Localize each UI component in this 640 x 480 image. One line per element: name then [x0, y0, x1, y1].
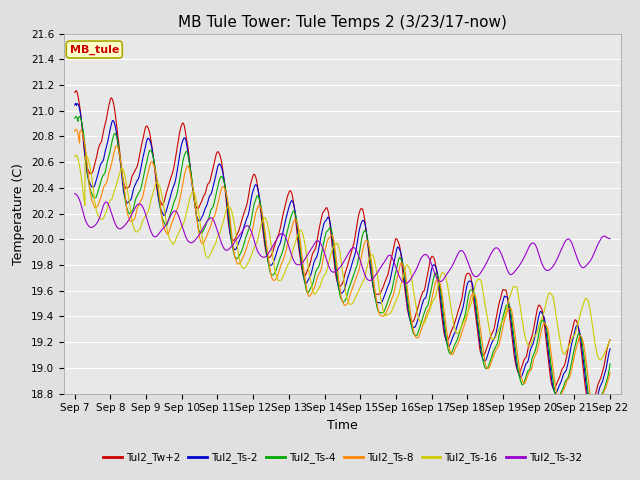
Tul2_Ts-32	[493, 245, 500, 251]
Tul2_Ts-4	[591, 410, 598, 416]
Title: MB Tule Tower: Tule Temps 2 (3/23/17-now): MB Tule Tower: Tule Temps 2 (3/23/17-now…	[178, 15, 507, 30]
Line: Tul2_Tw+2: Tul2_Tw+2	[75, 91, 610, 405]
Tul2_Ts-8	[606, 370, 614, 375]
X-axis label: Time: Time	[327, 419, 358, 432]
Tul2_Ts-2	[588, 405, 595, 410]
Tul2_Ts-4	[493, 343, 500, 348]
Tul2_Ts-8	[332, 249, 339, 254]
Tul2_Ts-4	[589, 411, 597, 417]
Tul2_Ts-32	[402, 280, 410, 286]
Tul2_Ts-2	[71, 102, 79, 108]
Line: Tul2_Ts-2: Tul2_Ts-2	[75, 104, 610, 408]
Tul2_Ts-16	[591, 339, 598, 345]
Tul2_Ts-4	[332, 258, 339, 264]
Tul2_Ts-16	[493, 332, 500, 337]
Tul2_Tw+2	[493, 313, 500, 319]
Tul2_Ts-16	[606, 337, 614, 343]
Tul2_Ts-4	[99, 174, 106, 180]
Tul2_Tw+2	[71, 90, 79, 96]
Tul2_Ts-32	[606, 236, 614, 241]
Line: Tul2_Ts-8: Tul2_Ts-8	[75, 129, 610, 413]
Tul2_Ts-4	[591, 410, 599, 416]
Tul2_Ts-4	[317, 253, 325, 259]
Tul2_Ts-2	[332, 263, 339, 268]
Tul2_Ts-2	[606, 346, 614, 352]
Tul2_Ts-16	[71, 154, 79, 159]
Tul2_Ts-2	[591, 399, 599, 405]
Tul2_Ts-32	[331, 269, 339, 275]
Line: Tul2_Ts-32: Tul2_Ts-32	[75, 193, 610, 283]
Tul2_Tw+2	[332, 269, 339, 275]
Tul2_Ts-2	[493, 328, 500, 334]
Legend: Tul2_Tw+2, Tul2_Ts-2, Tul2_Ts-4, Tul2_Ts-8, Tul2_Ts-16, Tul2_Ts-32: Tul2_Tw+2, Tul2_Ts-2, Tul2_Ts-4, Tul2_Ts…	[99, 448, 586, 468]
Text: MB_tule: MB_tule	[70, 44, 119, 55]
Line: Tul2_Ts-16: Tul2_Ts-16	[75, 155, 610, 360]
Tul2_Ts-16	[72, 152, 80, 158]
Tul2_Ts-8	[317, 266, 325, 272]
Tul2_Ts-8	[493, 347, 500, 352]
Tul2_Ts-32	[591, 248, 598, 254]
Tul2_Ts-4	[71, 115, 79, 121]
Tul2_Ts-2	[99, 159, 106, 165]
Tul2_Ts-2	[591, 400, 598, 406]
Tul2_Ts-16	[99, 216, 106, 222]
Tul2_Ts-4	[606, 361, 614, 367]
Y-axis label: Temperature (C): Temperature (C)	[12, 163, 26, 264]
Tul2_Ts-16	[317, 280, 325, 286]
Tul2_Ts-32	[591, 249, 598, 255]
Tul2_Ts-8	[99, 189, 106, 195]
Tul2_Ts-16	[591, 337, 598, 343]
Tul2_Ts-16	[596, 357, 604, 363]
Tul2_Tw+2	[586, 402, 594, 408]
Tul2_Ts-32	[71, 191, 79, 196]
Tul2_Tw+2	[591, 393, 598, 399]
Line: Tul2_Ts-4: Tul2_Ts-4	[75, 117, 610, 414]
Tul2_Ts-2	[317, 233, 325, 239]
Tul2_Tw+2	[99, 135, 106, 141]
Tul2_Ts-32	[98, 207, 106, 213]
Tul2_Ts-32	[317, 241, 324, 247]
Tul2_Tw+2	[606, 337, 614, 343]
Tul2_Ts-8	[591, 410, 599, 416]
Tul2_Ts-4	[72, 114, 80, 120]
Tul2_Ts-2	[72, 101, 80, 107]
Tul2_Ts-16	[332, 242, 339, 248]
Tul2_Ts-8	[72, 126, 80, 132]
Tul2_Ts-8	[591, 409, 598, 415]
Tul2_Tw+2	[591, 393, 599, 398]
Tul2_Tw+2	[72, 88, 80, 94]
Tul2_Ts-8	[71, 128, 79, 134]
Tul2_Ts-8	[591, 409, 598, 415]
Tul2_Tw+2	[317, 216, 325, 222]
